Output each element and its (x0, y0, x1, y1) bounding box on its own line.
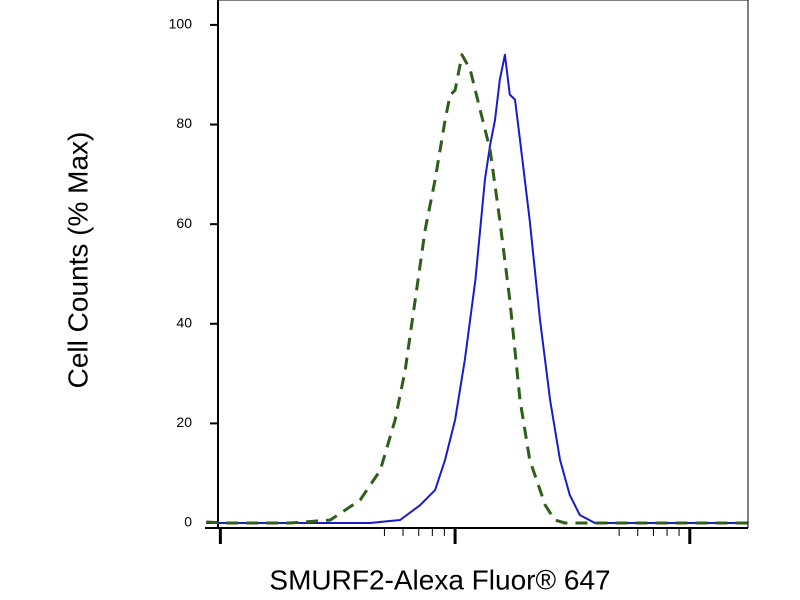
y-tick-label: 20 (176, 414, 192, 430)
y-tick-label: 0 (184, 514, 192, 530)
y-axis-label: Cell Counts (% Max) (62, 132, 93, 389)
y-tick-label: 40 (176, 314, 192, 330)
y-tick-label: 80 (176, 115, 192, 131)
x-axis-label: SMURF2-Alexa Fluor® 647 (269, 564, 610, 595)
y-tick-label: 100 (169, 16, 193, 32)
plot-frame (218, 0, 749, 528)
series-line (206, 53, 748, 525)
series-line (206, 53, 748, 524)
y-tick-label: 60 (176, 215, 192, 231)
